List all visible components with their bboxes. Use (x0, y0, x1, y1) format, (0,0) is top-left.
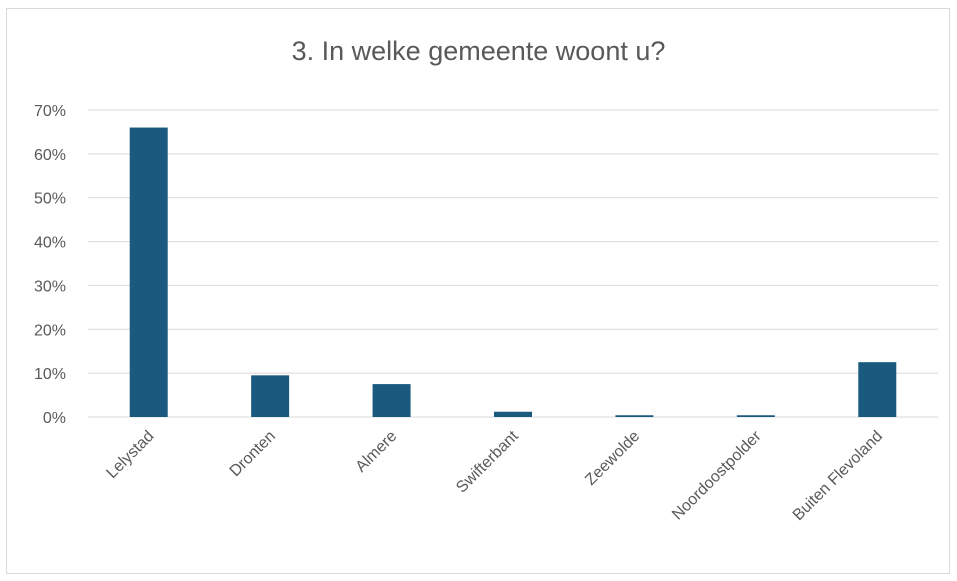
x-tick-label: Almere (353, 428, 401, 476)
gridlines (88, 109, 938, 418)
y-tick-label: 20% (34, 322, 66, 339)
chart-title: 3. In welke gemeente woont u? (291, 36, 666, 66)
bar (736, 415, 775, 417)
y-tick-label: 10% (34, 366, 66, 383)
y-tick-label: 70% (34, 103, 66, 120)
x-axis-ticks: Lelystad Dronten Almere Swifterbant Zeewolde… (103, 427, 886, 524)
y-tick-label: 60% (34, 147, 66, 164)
bar (494, 411, 532, 417)
y-tick-label: 0% (43, 410, 66, 427)
bars (129, 127, 897, 418)
y-tick-label: 30% (34, 278, 66, 295)
x-tick-label: Dronten (227, 428, 279, 480)
bar (615, 415, 654, 417)
y-tick-label: 40% (34, 235, 66, 252)
bar (372, 384, 411, 417)
bar (858, 362, 897, 417)
x-tick-label: Lelystad (103, 428, 157, 482)
y-axis-ticks: 0% 10% 20% 30% 40% 50% 60% 70% (34, 103, 66, 427)
x-tick-label: Zeewolde (582, 428, 643, 489)
x-tick-label: Noordoostpolder (669, 427, 765, 523)
y-tick-label: 50% (34, 191, 66, 208)
x-tick-label: Swifterbant (453, 427, 522, 496)
x-tick-label: Buiten Flevoland (790, 428, 886, 524)
bar (129, 127, 168, 418)
bar (251, 375, 290, 417)
